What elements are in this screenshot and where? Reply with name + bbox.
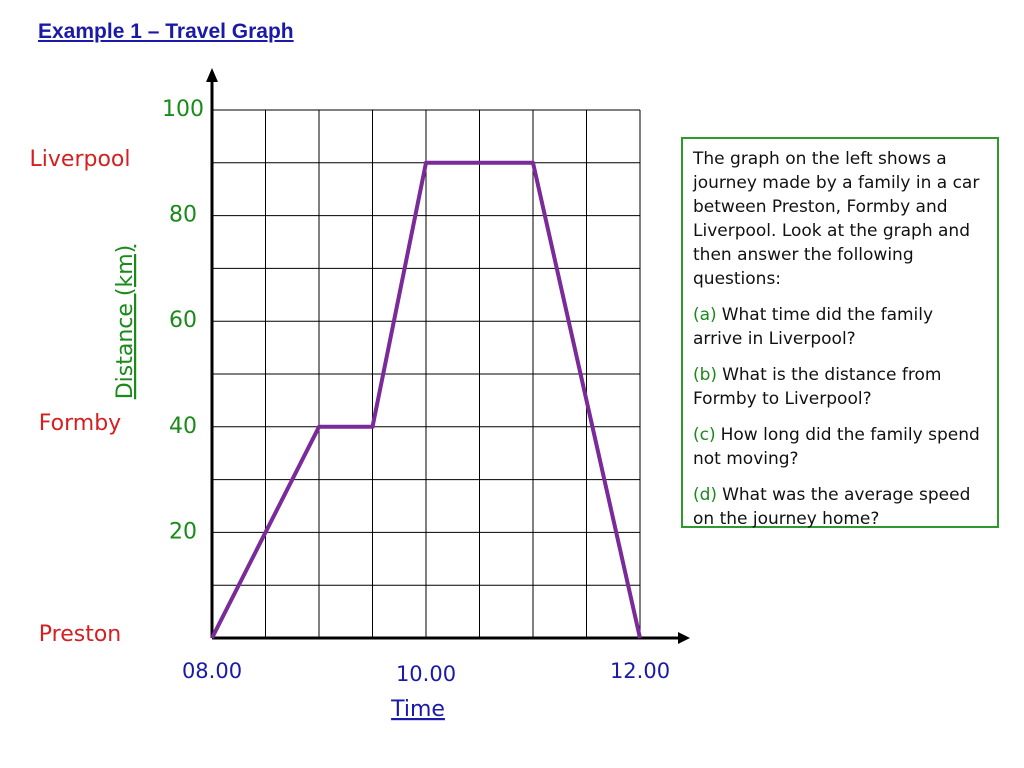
place-label: Preston bbox=[39, 622, 121, 647]
title: Example 1 – Travel Graph bbox=[38, 20, 294, 43]
question-text: How long did the family spend not moving… bbox=[693, 425, 980, 469]
question: (a) What time did the family arrive in Li… bbox=[693, 303, 987, 351]
x-axis-label: Time bbox=[390, 697, 445, 722]
x-tick-label: 12.00 bbox=[610, 659, 670, 683]
x-tick-label: 08.00 bbox=[182, 659, 242, 683]
y-tick-label: 60 bbox=[169, 308, 197, 333]
question-text: What time did the family arrive in Liver… bbox=[693, 305, 934, 349]
y-axis-label: Distance (km) bbox=[113, 245, 138, 400]
question-label: (c) bbox=[693, 425, 716, 445]
x-tick-label: 10.00 bbox=[396, 662, 456, 686]
y-tick-label: 20 bbox=[169, 519, 197, 544]
text-box: The graph on the left shows a journey ma… bbox=[681, 137, 999, 531]
place-label: Liverpool bbox=[30, 147, 131, 172]
question: (d) What was the average speed on the jou… bbox=[693, 483, 987, 531]
place-label: Formby bbox=[39, 411, 121, 436]
question-text: What was the average speed on the journe… bbox=[693, 485, 971, 529]
journey-line bbox=[210, 160, 642, 639]
y-tick-label: 100 bbox=[162, 97, 204, 122]
question-label: (a) bbox=[693, 305, 717, 325]
y-tick-label: 40 bbox=[169, 414, 197, 439]
question: (b) What is the distance from Formby to L… bbox=[693, 363, 987, 411]
x-axis-arrow bbox=[678, 632, 690, 644]
intro-text: The graph on the left shows a journey ma… bbox=[693, 149, 980, 289]
question: (c) How long did the family spend not mov… bbox=[693, 423, 987, 471]
question-label: (d) bbox=[693, 485, 718, 505]
question-text: What is the distance from Formby to Live… bbox=[693, 365, 942, 409]
question-label: (b) bbox=[693, 365, 718, 385]
questions: (a) What time did the family arrive in Li… bbox=[693, 303, 987, 531]
y-tick-label: 80 bbox=[169, 203, 197, 228]
y-axis-arrow bbox=[206, 68, 218, 82]
